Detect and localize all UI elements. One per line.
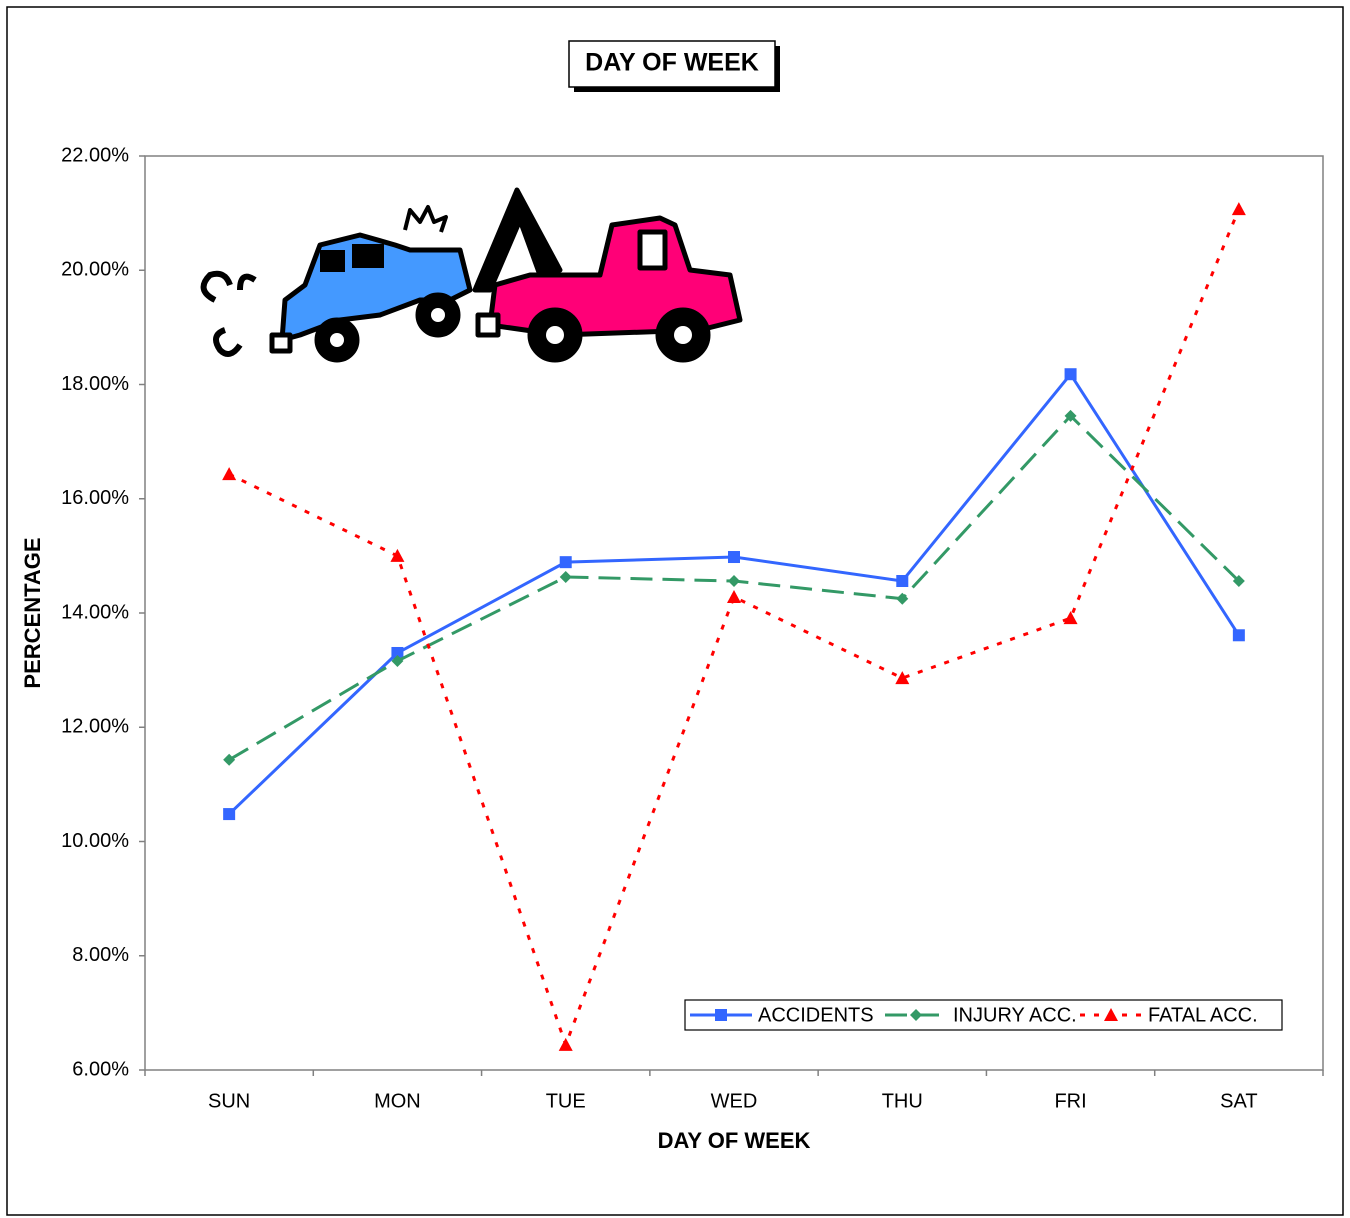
marker bbox=[1104, 1008, 1118, 1021]
marker bbox=[559, 556, 572, 569]
clipart bbox=[200, 187, 743, 363]
y-tick-label: 20.00% bbox=[61, 259, 129, 281]
y-tick-label: 6.00% bbox=[72, 1058, 129, 1080]
y-tick-label: 18.00% bbox=[61, 373, 129, 395]
marker bbox=[728, 575, 740, 588]
y-tick-label: 12.00% bbox=[61, 716, 129, 738]
marker bbox=[391, 654, 404, 667]
x-tick-label: MON bbox=[374, 1090, 421, 1112]
marker bbox=[1232, 629, 1245, 642]
marker bbox=[727, 590, 741, 604]
x-tick-label: SUN bbox=[208, 1090, 250, 1112]
marker bbox=[715, 1009, 727, 1021]
marker bbox=[390, 548, 405, 562]
y-tick-label: 10.00% bbox=[61, 830, 129, 852]
marker bbox=[1063, 611, 1078, 625]
y-tick-label: 22.00% bbox=[61, 144, 129, 166]
marker bbox=[1064, 368, 1077, 381]
x-tick-label: THU bbox=[882, 1090, 923, 1112]
y-tick-label: 8.00% bbox=[72, 944, 129, 966]
marker bbox=[559, 571, 572, 584]
marker bbox=[1231, 202, 1246, 216]
marker bbox=[391, 646, 404, 659]
marker bbox=[728, 551, 740, 564]
y-tick-label: 14.00% bbox=[61, 601, 129, 623]
x-tick-label: SAT bbox=[1220, 1090, 1257, 1112]
marker bbox=[1232, 575, 1245, 588]
marker bbox=[223, 808, 236, 821]
title-box bbox=[568, 40, 776, 88]
x-axis-title: DAY OF WEEK bbox=[658, 1128, 811, 1153]
y-tick-label: 16.00% bbox=[61, 487, 129, 509]
legend-label: FATAL ACC. bbox=[1148, 1004, 1258, 1026]
legend: ACCIDENTS INJURY ACC. FATAL ACC. bbox=[684, 999, 1283, 1031]
legend-label: INJURY ACC. bbox=[953, 1004, 1077, 1026]
marker bbox=[222, 467, 237, 481]
x-tick-label: TUE bbox=[546, 1090, 586, 1112]
chart-title: DAY OF WEEK bbox=[585, 49, 759, 77]
marker bbox=[895, 671, 910, 685]
marker bbox=[910, 1009, 922, 1021]
marker bbox=[896, 592, 909, 605]
marker bbox=[896, 575, 909, 588]
x-tick-label: FRI bbox=[1054, 1090, 1086, 1112]
x-tick-label: WED bbox=[711, 1090, 758, 1112]
marker bbox=[1064, 409, 1077, 422]
y-axis-title: PERCENTAGE bbox=[20, 537, 45, 688]
chart-border bbox=[6, 6, 1344, 1216]
legend-label: ACCIDENTS bbox=[758, 1004, 874, 1026]
legend-box bbox=[684, 999, 1283, 1031]
marker bbox=[223, 753, 236, 766]
marker bbox=[558, 1037, 573, 1051]
